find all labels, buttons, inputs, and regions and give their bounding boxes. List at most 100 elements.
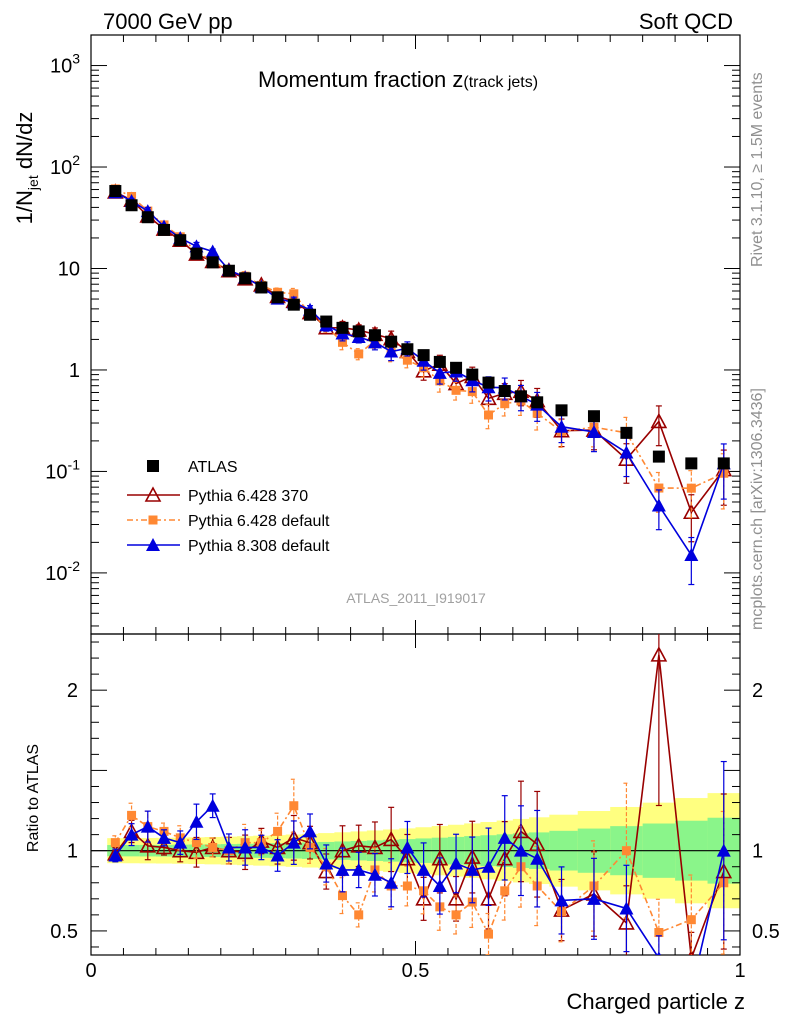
- data-point: [417, 349, 430, 362]
- marker-main-2: [337, 337, 347, 347]
- marker-ratio-1: [171, 841, 189, 858]
- marker-main-3: [651, 498, 666, 512]
- data-point: [652, 450, 665, 463]
- tick-base: 10: [50, 56, 72, 78]
- marker-ratio-1: [382, 830, 400, 847]
- tick-exp: -2: [68, 558, 81, 574]
- marker-main-2: [354, 349, 364, 359]
- marker-ratio-2: [654, 928, 664, 938]
- header-left: 7000 GeV pp: [103, 9, 233, 34]
- marker-ratio-2: [337, 891, 347, 901]
- marker-main-1: [682, 503, 700, 520]
- legend-label-3: Pythia 8.308 default: [188, 538, 330, 555]
- rivet-label: Rivet 3.1.10, ≥ 1.5M events: [749, 72, 766, 267]
- y-tick-label-ratio: 2: [67, 680, 78, 702]
- legend-label-0: ATLAS: [188, 459, 238, 476]
- y-tick-label-main: 10-2: [45, 558, 80, 585]
- y-label-part-a: 1/N: [12, 190, 37, 224]
- marker-ratio-2: [451, 910, 461, 920]
- marker-ratio-3: [716, 843, 731, 857]
- data-point: [206, 256, 219, 269]
- marker-ratio-3: [384, 875, 399, 889]
- data-point: [320, 315, 333, 328]
- data-point: [482, 376, 495, 389]
- marker-ratio-3: [221, 840, 236, 854]
- legend-label-2: Pythia 6.428 default: [188, 513, 330, 530]
- marker-ratio-3: [367, 867, 382, 881]
- marker-ratio-3: [586, 891, 601, 905]
- marker-ratio-2: [621, 846, 631, 856]
- tick-exp: -1: [68, 456, 81, 472]
- data-point: [433, 355, 446, 368]
- marker-ratio-3: [254, 840, 269, 854]
- ratio-series: [106, 634, 733, 955]
- marker-ratio-3: [108, 848, 123, 862]
- x-axis-label: Charged particle z: [566, 989, 745, 1014]
- marker-main-2: [500, 399, 510, 409]
- main-series: [106, 183, 733, 586]
- series-line-ratio-1: [114, 654, 725, 955]
- marker-ratio-3: [238, 840, 253, 854]
- y-tick-label-ratio-right: 0.5: [752, 921, 780, 943]
- y-axis-label-main: 1/Njet dN/dz: [12, 112, 41, 225]
- data-point: [174, 234, 187, 247]
- marker-ratio-2: [354, 910, 364, 920]
- marker-ratio-2: [127, 810, 137, 820]
- analysis-id: ATLAS_2011_I919017: [346, 590, 486, 606]
- y-tick-label-ratio: 1: [67, 841, 78, 863]
- data-point: [222, 264, 235, 277]
- y-tick-label-main: 1: [69, 360, 80, 382]
- marker-ratio-2: [208, 842, 218, 852]
- marker-main-3: [432, 365, 447, 379]
- data-point: [385, 335, 398, 348]
- data-point: [717, 457, 730, 470]
- chart-title: Momentum fraction z(track jets): [258, 67, 538, 92]
- data-point: [531, 396, 544, 409]
- header-right: Soft QCD: [639, 9, 733, 34]
- legend-label-1: Pythia 6.428 370: [188, 488, 308, 505]
- marker-ratio-3: [124, 827, 139, 841]
- marker-ratio-3: [351, 862, 366, 876]
- marker-main-2: [451, 385, 461, 395]
- marker-ratio-3: [416, 862, 431, 876]
- mcplots-label: mcplots.cern.ch [arXiv:1306.3436]: [749, 388, 766, 630]
- marker-ratio-2: [484, 929, 494, 939]
- y-tick-label-main: 102: [50, 152, 80, 179]
- legend-marker-2: [148, 515, 158, 525]
- data-point: [466, 368, 479, 381]
- data-point: [158, 223, 171, 236]
- marker-ratio-3: [656, 951, 661, 955]
- legend-marker-1: [144, 486, 162, 502]
- data-point: [255, 281, 268, 294]
- marker-ratio-3: [449, 856, 464, 870]
- marker-ratio-2: [686, 915, 696, 925]
- data-point: [125, 199, 138, 212]
- marker-main-3: [554, 419, 569, 433]
- y-tick-label-ratio: 0.5: [50, 921, 78, 943]
- data-point: [685, 457, 698, 470]
- data-point: [336, 321, 349, 334]
- data-point: [109, 185, 122, 198]
- data-point: [352, 325, 365, 338]
- marker-ratio-3: [481, 859, 496, 873]
- marker-ratio-3: [157, 830, 172, 844]
- tick-base: 10: [45, 461, 67, 483]
- marker-ratio-3: [400, 840, 415, 854]
- marker-main-2: [484, 410, 494, 420]
- data-point: [287, 298, 300, 311]
- marker-ratio-3: [554, 893, 569, 907]
- marker-ratio-3: [303, 824, 318, 838]
- tick-base: 10: [45, 563, 67, 585]
- data-point: [190, 247, 203, 260]
- y-tick-label-main: 10-1: [45, 456, 80, 483]
- marker-ratio-3: [173, 835, 188, 849]
- legend-marker-0: [147, 460, 159, 472]
- marker-ratio-2: [500, 886, 510, 896]
- marker-ratio-3: [319, 856, 334, 870]
- marker-main-3: [367, 335, 382, 349]
- marker-ratio-2: [110, 838, 120, 848]
- marker-ratio-3: [432, 878, 447, 892]
- marker-ratio-2: [273, 826, 283, 836]
